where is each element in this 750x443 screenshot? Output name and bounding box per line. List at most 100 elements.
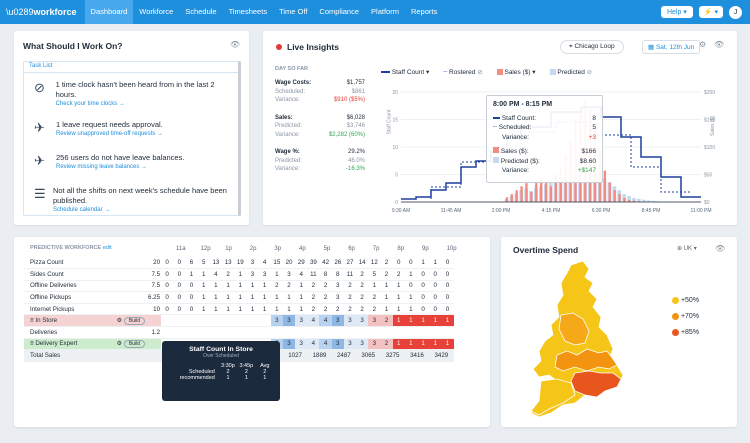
nav-platform[interactable]: Platform	[371, 7, 399, 16]
grid-cell[interactable]: 1	[299, 294, 303, 302]
grid-cell[interactable]: 1	[262, 282, 267, 290]
grid-cell[interactable]: 1	[238, 282, 242, 290]
staff-cell[interactable]: 3	[270, 314, 283, 327]
grid-cell[interactable]: 1	[201, 282, 206, 290]
staff-cell[interactable]: 3	[331, 314, 344, 327]
grid-cell[interactable]: 1	[409, 305, 413, 313]
region-midlands[interactable]	[554, 348, 618, 372]
staff-cell[interactable]: 3	[295, 338, 308, 350]
hide-icon[interactable]: 👁	[714, 40, 725, 49]
avatar[interactable]: J	[729, 5, 742, 19]
build-button[interactable]: Build	[123, 340, 145, 349]
grid-cell[interactable]: 1	[262, 294, 267, 302]
staff-cell[interactable]	[185, 315, 197, 327]
grid-cell[interactable]: 1	[421, 259, 425, 267]
region-south-west[interactable]	[530, 378, 576, 416]
grid-cell[interactable]: 1	[238, 305, 242, 313]
task-item[interactable]: ☰ Not all the shifts on next week's sched…	[34, 186, 234, 213]
grid-cell[interactable]: 6	[189, 259, 194, 267]
grid-cell[interactable]: 0	[177, 305, 182, 313]
expert-row-label[interactable]: ≡ Delivery Expert ⚙ Build	[24, 338, 148, 350]
grid-cell[interactable]: 0	[165, 305, 169, 313]
staff-cell[interactable]: 1	[416, 314, 430, 327]
grid-cell[interactable]: 5	[201, 259, 206, 267]
grid-cell[interactable]: 1	[238, 270, 242, 278]
grid-cell[interactable]: 8	[336, 270, 340, 278]
grid-cell[interactable]: 1	[238, 294, 242, 302]
grid-cell[interactable]: 1	[201, 294, 206, 302]
grid-cell[interactable]: 2	[336, 305, 340, 313]
grid-cell[interactable]: 3	[336, 294, 340, 302]
grid-cell[interactable]: 2	[311, 294, 316, 302]
grid-cell[interactable]: 2	[323, 282, 328, 290]
grid-cell[interactable]: 1	[250, 282, 255, 290]
staff-cell[interactable]: 4	[307, 338, 320, 350]
grid-cell[interactable]: 0	[445, 294, 450, 302]
task-item[interactable]: ⊘ 1 time clock hasn't been heard from in …	[34, 80, 234, 107]
staff-cell[interactable]	[222, 315, 234, 327]
staff-cell[interactable]: 3	[282, 314, 296, 327]
grid-cell[interactable]: 1	[299, 305, 303, 313]
grid-cell[interactable]: 2	[275, 282, 279, 290]
nav-reports[interactable]: Reports	[410, 7, 438, 16]
grid-cell[interactable]: 0	[189, 294, 194, 302]
grid-cell[interactable]: 0	[409, 259, 413, 267]
staff-cell[interactable]: 3	[343, 338, 357, 350]
grid-cell[interactable]: 8	[323, 270, 328, 278]
region-south-east[interactable]	[570, 370, 622, 398]
grid-cell[interactable]: 2	[348, 294, 352, 302]
grid-cell[interactable]: 0	[433, 305, 437, 313]
staff-cell[interactable]	[173, 315, 185, 327]
grid-cell[interactable]: 11	[310, 270, 317, 278]
grid-cell[interactable]: 2	[311, 305, 316, 313]
grid-cell[interactable]: 1	[287, 294, 291, 302]
gear-icon[interactable]: ⚙	[699, 40, 707, 49]
grid-cell[interactable]: 27	[346, 259, 354, 267]
staff-cell[interactable]: 4	[319, 338, 332, 350]
grid-cell[interactable]: 1	[396, 282, 401, 290]
grid-cell[interactable]: 0	[165, 294, 169, 302]
grid-cell[interactable]: 2	[323, 294, 328, 302]
grid-cell[interactable]: 0	[177, 282, 182, 290]
staff-cell[interactable]: 3	[368, 338, 381, 350]
grid-cell[interactable]: 1	[409, 270, 413, 278]
grid-cell[interactable]: 2	[323, 305, 328, 313]
grid-cell[interactable]: 3	[250, 259, 255, 267]
staff-cell[interactable]: 1	[404, 338, 417, 350]
staff-cell[interactable]: 3	[331, 338, 344, 350]
staff-cell[interactable]: 3	[368, 314, 381, 327]
nav-dashboard[interactable]: Dashboard	[84, 0, 134, 24]
staff-cell[interactable]	[161, 315, 173, 327]
nav-timesheets[interactable]: Timesheets	[228, 7, 268, 16]
nav-compliance[interactable]: Compliance	[319, 7, 360, 16]
grid-cell[interactable]: 0	[177, 294, 182, 302]
grid-cell[interactable]: 39	[309, 259, 317, 267]
build-button[interactable]: Build	[123, 317, 145, 326]
grid-cell[interactable]: 1	[433, 259, 437, 267]
staff-cell[interactable]: 3	[356, 314, 369, 327]
grid-cell[interactable]: 4	[214, 270, 218, 278]
grid-cell[interactable]: 14	[358, 259, 366, 267]
grid-cell[interactable]: 1	[384, 294, 389, 302]
staff-cell[interactable]	[246, 315, 258, 327]
grid-cell[interactable]: 1	[409, 294, 413, 302]
staff-cell[interactable]	[198, 315, 210, 327]
staff-cell[interactable]	[234, 315, 246, 327]
grid-cell[interactable]: 13	[224, 259, 232, 267]
grid-cell[interactable]: 0	[177, 270, 182, 278]
grid-cell[interactable]: 0	[396, 259, 401, 267]
grid-cell[interactable]: 1	[384, 305, 389, 313]
grid-cell[interactable]: 2	[348, 282, 352, 290]
app-logo[interactable]: \u0289workforce	[6, 7, 77, 17]
grid-cell[interactable]: 2	[226, 270, 230, 278]
grid-cell[interactable]: 2	[384, 259, 389, 267]
staff-cell[interactable]: 3	[356, 338, 369, 350]
hide-icon[interactable]: 👁	[715, 244, 726, 253]
nav-workforce[interactable]: Workforce	[139, 7, 174, 16]
date-picker[interactable]: ▦ Sat, 12th Jun	[642, 40, 701, 54]
grid-cell[interactable]: 2	[372, 294, 377, 302]
legend-predicted[interactable]: Predicted ⊘	[549, 68, 592, 76]
staff-cell[interactable]: 4	[319, 314, 332, 327]
legend-rostered[interactable]: ┄ Rostered ⊘	[443, 69, 483, 76]
grid-cell[interactable]: 1	[396, 305, 401, 313]
